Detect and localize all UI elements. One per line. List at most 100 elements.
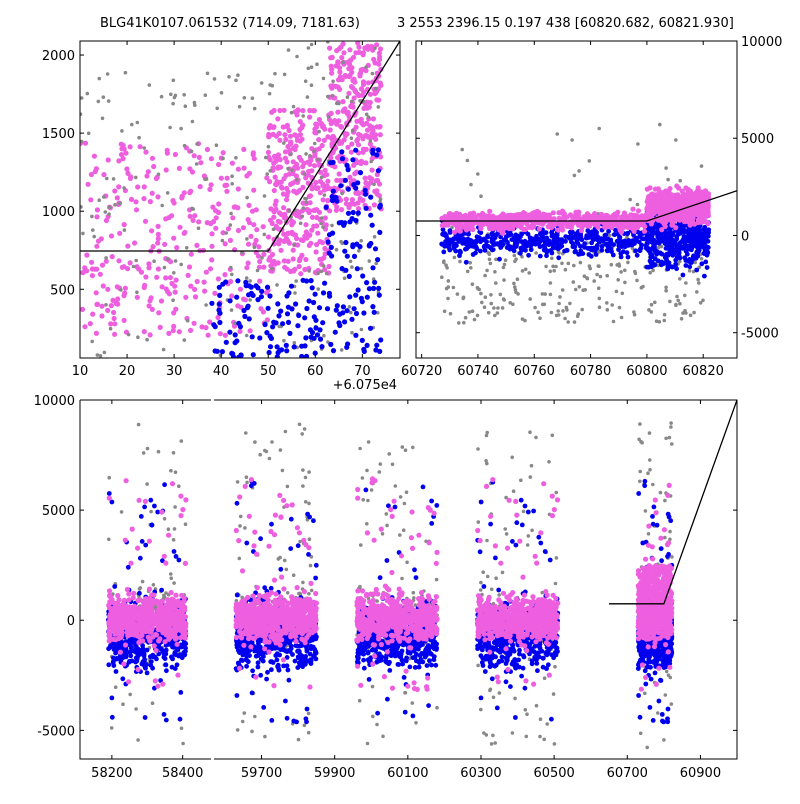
data-point — [94, 331, 99, 336]
data-point — [149, 228, 154, 233]
data-point — [598, 297, 602, 301]
data-point — [282, 339, 286, 343]
data-point — [253, 107, 257, 111]
data-point — [282, 265, 287, 270]
data-point — [592, 279, 596, 283]
data-point — [230, 174, 234, 178]
data-point — [173, 96, 177, 100]
data-point — [505, 216, 510, 221]
data-point — [303, 222, 308, 227]
data-point — [457, 321, 461, 325]
data-point — [241, 147, 246, 152]
data-point — [361, 498, 365, 502]
data-point — [694, 268, 699, 273]
data-point — [353, 148, 358, 153]
data-point — [241, 308, 246, 313]
data-point — [671, 231, 676, 236]
data-point — [182, 93, 186, 97]
data-point — [273, 72, 277, 76]
data-point — [538, 735, 542, 739]
data-point — [91, 228, 95, 232]
data-point — [189, 252, 194, 257]
data-point — [555, 238, 560, 243]
data-point — [304, 197, 308, 201]
data-point — [291, 220, 296, 225]
data-point — [549, 281, 553, 285]
data-point — [243, 297, 248, 302]
data-point — [626, 255, 631, 260]
data-point — [598, 305, 602, 309]
data-point — [286, 305, 291, 310]
data-point — [250, 730, 254, 734]
data-point — [207, 187, 212, 192]
data-point — [313, 122, 318, 127]
data-point — [253, 715, 257, 719]
data-point — [286, 591, 290, 595]
data-point — [465, 214, 470, 219]
data-point — [347, 59, 352, 64]
data-point — [289, 284, 294, 289]
data-point — [186, 273, 191, 278]
data-point — [80, 307, 85, 312]
data-point — [619, 270, 623, 274]
data-point — [248, 298, 252, 302]
data-point — [197, 155, 202, 160]
data-point — [152, 583, 156, 587]
data-point — [582, 241, 587, 246]
data-point — [543, 676, 547, 680]
data-point — [453, 249, 458, 254]
data-point — [236, 728, 240, 732]
data-point — [224, 231, 228, 235]
data-point — [439, 216, 444, 221]
data-point — [479, 292, 483, 296]
data-point — [106, 157, 111, 162]
data-point — [86, 182, 91, 187]
data-point — [492, 226, 497, 231]
data-point — [306, 169, 311, 174]
data-point — [307, 731, 311, 735]
data-point — [346, 187, 351, 192]
data-point — [492, 306, 496, 310]
data-point — [361, 310, 366, 315]
y-tick-label: 2000 — [42, 49, 75, 64]
data-point — [373, 347, 378, 352]
data-point — [375, 124, 380, 129]
data-point — [673, 262, 678, 267]
data-point — [440, 275, 444, 279]
data-point — [674, 183, 679, 188]
data-point — [268, 218, 273, 223]
data-point — [279, 347, 284, 352]
data-point — [260, 81, 264, 85]
data-point — [322, 138, 327, 143]
data-point — [104, 210, 108, 214]
data-point — [666, 178, 670, 182]
data-point — [368, 45, 373, 50]
data-point — [542, 738, 546, 742]
data-point — [378, 337, 383, 342]
data-point — [265, 172, 269, 176]
data-point — [371, 57, 376, 62]
data-point — [360, 328, 364, 332]
data-point — [544, 253, 549, 258]
data-point — [193, 101, 197, 105]
data-point — [173, 307, 178, 312]
data-point — [606, 308, 610, 312]
data-point — [371, 685, 375, 689]
data-point — [541, 292, 545, 296]
data-point — [372, 310, 377, 315]
data-point — [536, 311, 540, 315]
data-point — [113, 203, 117, 207]
data-point — [639, 246, 644, 251]
data-point — [448, 228, 453, 233]
data-point — [348, 202, 353, 207]
data-point — [172, 451, 176, 455]
data-point — [351, 163, 356, 168]
data-point — [373, 46, 377, 50]
data-point — [327, 115, 331, 119]
data-point — [512, 489, 516, 493]
data-point — [107, 538, 111, 542]
data-point — [503, 263, 507, 267]
data-point — [234, 295, 239, 300]
data-point — [678, 179, 682, 183]
data-point — [94, 290, 99, 295]
